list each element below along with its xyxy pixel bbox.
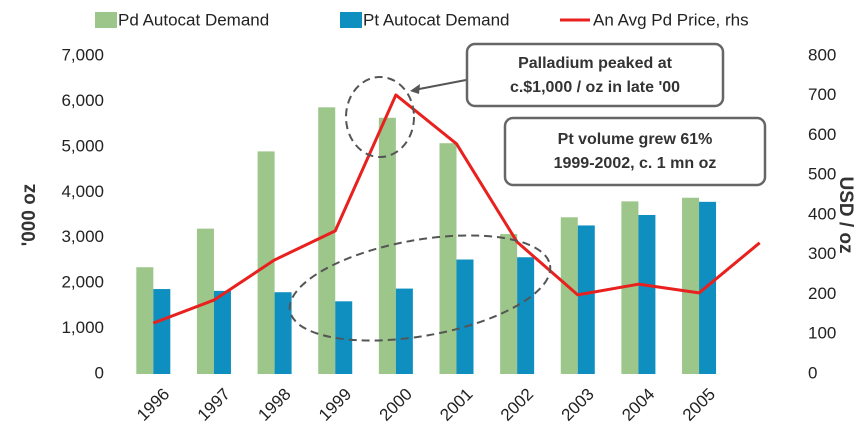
callout-arrow: [413, 79, 467, 91]
x-tick-label: 2005: [679, 385, 719, 425]
annotation: 1999-2002, c. 1 mn oz: [554, 155, 717, 172]
y2-tick-label: 800: [808, 45, 836, 64]
y-tick-label: 6,000: [61, 91, 104, 110]
bar: [577, 225, 595, 374]
y-tick-label: 3,000: [61, 227, 104, 246]
bar: [682, 197, 700, 374]
y-tick-label: 4,000: [61, 182, 104, 201]
callout-box: [465, 42, 725, 108]
x-tick-label: 2004: [618, 385, 658, 425]
bar: [560, 217, 578, 374]
bar: [395, 288, 413, 374]
bar: [517, 257, 535, 374]
bar: [257, 151, 275, 374]
x-tick-label: 1999: [315, 385, 355, 425]
bar: [699, 201, 717, 374]
bar: [274, 292, 292, 374]
bar: [318, 107, 336, 374]
x-tick-label: 2000: [376, 385, 416, 425]
annotation: c.$1,000 / oz in late '00: [510, 79, 680, 96]
y-tick-label: 0: [95, 363, 104, 382]
bar: [136, 267, 154, 374]
y2-tick-label: 300: [808, 244, 836, 263]
callout-box: [503, 116, 767, 187]
y2-axis-label: USD / oz: [835, 176, 856, 253]
bar: [638, 215, 656, 374]
annotation: Pt volume grew 61%: [558, 131, 713, 148]
bar: [213, 290, 231, 374]
legend-label: Pd Autocat Demand: [118, 10, 269, 29]
legend-swatch: [95, 12, 117, 28]
x-tick-label: 1996: [133, 385, 173, 425]
y-tick-label: 7,000: [61, 45, 104, 64]
bar: [196, 228, 214, 374]
bar: [153, 289, 171, 374]
bar: [439, 143, 457, 374]
bar: [335, 301, 353, 374]
annotation: Palladium peaked at: [518, 55, 673, 72]
y-tick-label: 1,000: [61, 318, 104, 337]
x-tick-label: 2001: [436, 385, 476, 425]
legend-label: Pt Autocat Demand: [363, 10, 509, 29]
x-tick-label: 1997: [194, 385, 234, 425]
arrow-head: [410, 84, 420, 94]
highlight-ellipse: [345, 76, 415, 158]
bar: [621, 201, 639, 374]
bar: [500, 234, 518, 374]
y-tick-label: 2,000: [61, 273, 104, 292]
highlight-ellipse: [288, 234, 552, 342]
price-line: [152, 93, 761, 325]
legend-label: An Avg Pd Price, rhs: [593, 10, 749, 29]
x-tick-label: 2003: [558, 385, 598, 425]
y-tick-label: 5,000: [61, 136, 104, 155]
y2-tick-label: 200: [808, 284, 836, 303]
y2-tick-label: 500: [808, 165, 836, 184]
legend-swatch: [340, 12, 362, 28]
y2-tick-label: 400: [808, 204, 836, 223]
x-tick-label: 2002: [497, 385, 537, 425]
x-tick-label: 1998: [254, 385, 294, 425]
y2-tick-label: 700: [808, 85, 836, 104]
y2-tick-label: 100: [808, 324, 836, 343]
y-axis-label: '000 oz: [19, 184, 40, 247]
y2-tick-label: 600: [808, 125, 836, 144]
bar: [456, 259, 474, 374]
y2-tick-label: 0: [808, 363, 817, 382]
